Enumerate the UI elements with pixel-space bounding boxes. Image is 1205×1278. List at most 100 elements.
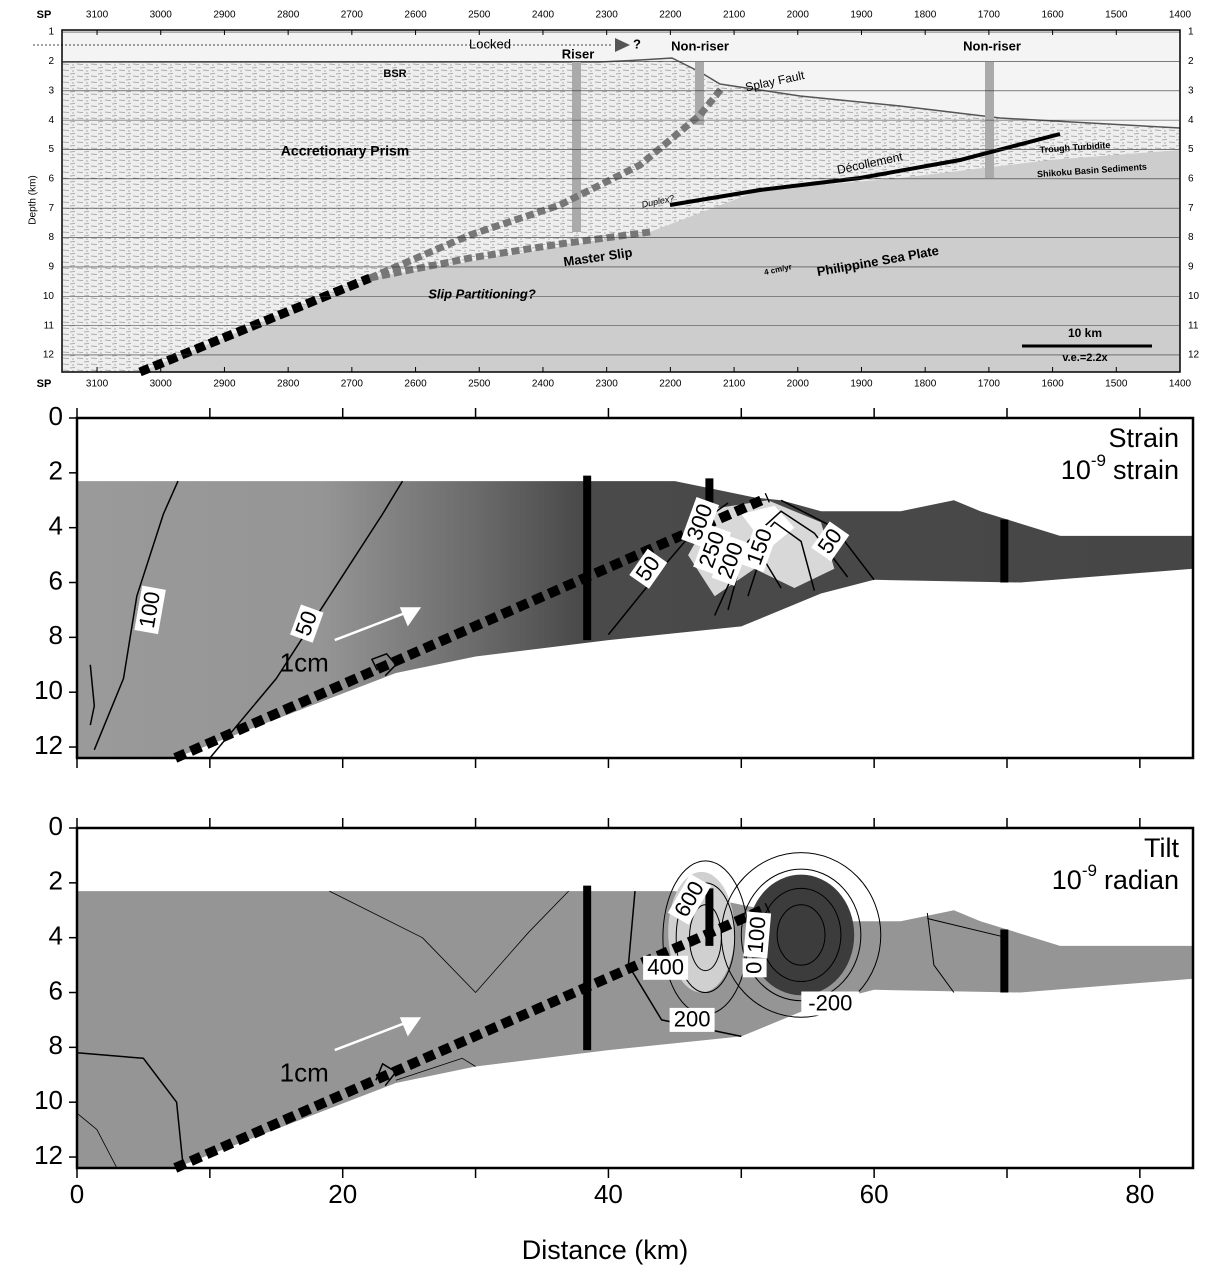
y-tick-label: 0	[49, 401, 63, 431]
contour-label: 200	[669, 1007, 715, 1032]
x-tick-label: 1500	[1105, 379, 1128, 390]
y-tick-label: 5	[48, 144, 54, 155]
displacement-arrow	[334, 608, 414, 642]
x-tick-label: 0	[70, 1179, 84, 1209]
x-tick-label: 2300	[596, 379, 619, 390]
contour	[395, 1057, 476, 1081]
label-background	[669, 1007, 715, 1032]
y-tick-label: 7	[1188, 203, 1194, 214]
x-tick-label: 1600	[1041, 379, 1064, 390]
x-tick-label: 1800	[914, 379, 937, 390]
y-tick-label: 10	[1188, 291, 1200, 302]
contour	[371, 653, 397, 677]
unit-exponent: -9	[1082, 861, 1097, 880]
lower-fault	[138, 273, 372, 377]
panel-frame	[75, 826, 1195, 1170]
contour-label: 0	[741, 958, 767, 978]
x-tick-label: 80	[1125, 1179, 1154, 1209]
x-tick-label: 1800	[914, 10, 937, 21]
x-tick-label: 40	[594, 1179, 623, 1209]
fault	[173, 902, 770, 1173]
contour	[209, 480, 404, 759]
x-tick-label: 2900	[213, 10, 236, 21]
x-tick-label: 2100	[723, 379, 746, 390]
arrow-label: 1cm	[280, 648, 329, 678]
contour	[89, 664, 96, 726]
x-tick-label: 2400	[532, 10, 555, 21]
label-background	[742, 958, 767, 978]
y-tick-label: 1	[48, 27, 54, 38]
x-tick-label: 1900	[850, 379, 873, 390]
y-tick-label: 4	[49, 511, 63, 541]
splay-fault	[368, 85, 725, 282]
contour	[927, 918, 1008, 939]
x-tick-label: 2000	[787, 10, 810, 21]
model-domain	[77, 891, 1193, 1168]
unit-exponent: -9	[1091, 451, 1106, 470]
y-tick-label: 11	[1188, 320, 1199, 331]
y-tick-label: 4	[1188, 115, 1194, 126]
label-background	[667, 873, 712, 925]
label-background	[693, 524, 732, 575]
y-tick-label: 4	[49, 921, 63, 951]
exaggeration-label: v.e.=2.2x	[1062, 352, 1108, 364]
x-tick-label: 1700	[978, 10, 1001, 21]
panel-unit: 10-9 radian	[1052, 861, 1179, 895]
contour-value: -200	[808, 990, 852, 1015]
x-tick-label: 1400	[1169, 379, 1192, 390]
contour	[93, 480, 179, 751]
unit-name: radian	[1104, 865, 1179, 895]
y-tick-label: 12	[34, 730, 63, 760]
borehole	[572, 62, 581, 232]
label-background	[681, 496, 720, 548]
y-tick-label: 10	[34, 1085, 63, 1115]
panel-title: Tilt	[1144, 833, 1179, 863]
fault	[173, 492, 770, 763]
x-tick-label: 2000	[787, 379, 810, 390]
x-tick-label: 1900	[850, 10, 873, 21]
panel-title: Strain	[1108, 423, 1179, 453]
annotation: Riser	[562, 46, 595, 61]
x-tick-label: 2300	[596, 10, 619, 21]
y-tick-label: 1	[1188, 27, 1194, 38]
y-tick-label: 12	[43, 350, 55, 361]
x-tick-label: 2100	[723, 10, 746, 21]
arrow-head	[399, 607, 422, 627]
annotation: ?	[633, 36, 641, 51]
label-background	[134, 585, 166, 635]
borehole	[695, 62, 704, 125]
contour-label: -200	[801, 990, 860, 1016]
panel-frame	[61, 29, 1181, 373]
contour-label: 100	[742, 911, 772, 959]
annotation: Slip Partitioning?	[428, 286, 536, 301]
x-tick-label: 20	[328, 1179, 357, 1209]
arrow-label: 1cm	[280, 1058, 329, 1088]
x-tick-label: 2700	[341, 10, 364, 21]
displacement-arrow	[334, 1018, 414, 1052]
y-tick-label: 11	[44, 320, 55, 331]
panel-unit: 10-9 strain	[1061, 451, 1179, 485]
contour	[776, 904, 826, 966]
y-tick-label: 4	[48, 115, 54, 126]
y-tick-label: 2	[1188, 56, 1194, 67]
contour	[76, 1112, 118, 1169]
y-tick-label: 2	[49, 866, 63, 896]
x-axis-label: SP	[37, 378, 52, 390]
label-background	[801, 991, 860, 1016]
model-domain	[77, 481, 1193, 758]
y-tick-label: 8	[49, 620, 63, 650]
label-background	[743, 911, 772, 959]
y-tick-label: 7	[48, 203, 54, 214]
x-tick-label: 3100	[86, 379, 109, 390]
x-tick-label: 2600	[404, 379, 427, 390]
y-tick-label: 6	[49, 565, 63, 595]
y-tick-label: 0	[49, 811, 63, 841]
label-background	[811, 521, 850, 562]
y-tick-label: 6	[48, 173, 54, 184]
contour-value: 400	[647, 955, 684, 980]
contour-label: 100	[134, 585, 166, 635]
x-tick-label: 60	[860, 1179, 889, 1209]
y-tick-label: 10	[43, 291, 55, 302]
y-tick-label: 10	[34, 675, 63, 705]
